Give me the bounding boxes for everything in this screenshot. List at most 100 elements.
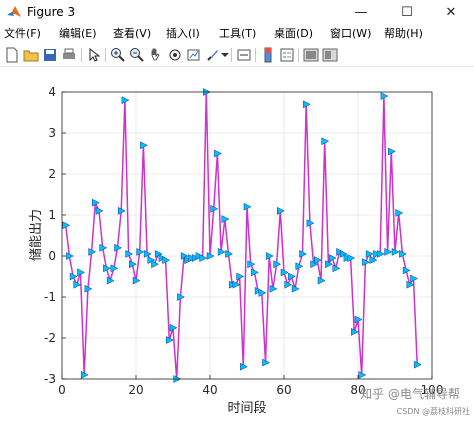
hide-plot-tools-icon[interactable] (302, 46, 320, 64)
menu-insert[interactable]: 插入(I) (166, 27, 200, 40)
data-point-marker (77, 268, 86, 277)
close-icon: ✕ (445, 4, 457, 20)
legend-icon[interactable] (278, 46, 296, 64)
data-point-marker (88, 247, 97, 256)
toolbar-separator (255, 48, 256, 62)
data-point-marker (380, 92, 389, 101)
data-point-marker (129, 260, 137, 269)
menu-view[interactable]: 查看(V) (113, 27, 152, 40)
arrow-select-icon[interactable] (85, 46, 103, 64)
data-point-marker (288, 272, 296, 281)
data-point-marker (136, 247, 145, 256)
data-point-marker (291, 284, 300, 293)
data-point-marker (347, 254, 356, 262)
save-icon[interactable] (41, 46, 59, 64)
open-file-icon[interactable] (22, 46, 40, 64)
close-button[interactable]: ✕ (428, 0, 474, 24)
data-point-marker (103, 264, 111, 273)
data-point-marker (299, 250, 308, 258)
data-point-marker (362, 258, 370, 267)
menu-tools[interactable]: 工具(T) (219, 27, 257, 40)
print-icon[interactable] (60, 46, 78, 64)
data-point-marker (391, 247, 400, 256)
title-bar: Figure 3 — ☐ ✕ (0, 0, 474, 24)
dropdown-arrow-icon[interactable] (220, 46, 230, 64)
menu-file[interactable]: 文件(F) (4, 27, 41, 40)
show-plot-tools-icon[interactable] (321, 46, 339, 64)
figure-canvas[interactable]: 0 20 40 60 80 100 -3 -2 -1 0 1 2 3 4 时间段 储能出力 知乎 @电气辅… (0, 67, 474, 419)
x-tick-label: 60 (276, 383, 291, 397)
x-tick-label: 100 (421, 383, 444, 397)
data-point-marker (162, 256, 171, 265)
y-tick-label: -1 (44, 290, 56, 304)
data-point-marker (295, 262, 304, 271)
x-tick-label: 20 (128, 383, 143, 397)
data-point-marker (92, 198, 100, 207)
toolbar-separator (81, 48, 82, 62)
brush-icon[interactable] (204, 46, 222, 64)
watermark-csdn: CSDN @荔枝科研社 (396, 407, 470, 416)
data-point-marker (240, 362, 248, 371)
maximize-button[interactable]: ☐ (384, 0, 430, 24)
zoom-out-icon[interactable] (128, 46, 146, 64)
data-point-marker (99, 243, 108, 252)
data-point-marker (217, 247, 226, 256)
data-point-marker (369, 256, 378, 265)
data-point-marker (177, 293, 185, 301)
data-point-marker (406, 280, 415, 289)
minimize-icon: — (354, 4, 368, 20)
data-point-marker (169, 323, 178, 332)
minimize-button[interactable]: — (338, 0, 384, 24)
colorbar-icon[interactable] (259, 46, 277, 64)
menu-window[interactable]: 窗口(W) (330, 27, 372, 40)
data-point-marker (402, 266, 411, 275)
tick-layer: 0 20 40 60 80 100 -3 -2 -1 0 1 2 3 4 (44, 85, 443, 397)
new-figure-icon[interactable] (3, 46, 21, 64)
data-point-marker (132, 276, 141, 285)
menu-help[interactable]: 帮助(H) (384, 27, 423, 40)
pan-hand-icon[interactable] (147, 46, 165, 64)
menu-bar: 文件(F) 编辑(E) 查看(V) 插入(I) 工具(T) 桌面(D) 窗口(W… (0, 24, 474, 44)
data-point-marker (106, 276, 115, 285)
menu-desktop[interactable]: 桌面(D) (274, 27, 314, 40)
data-point-marker (351, 327, 359, 336)
toolbar-separator (298, 48, 299, 62)
data-point-marker (358, 370, 367, 379)
x-axis-label: 时间段 (227, 401, 266, 416)
data-point-marker (117, 206, 126, 215)
menu-edit[interactable]: 编辑(E) (59, 27, 97, 40)
data-point-marker (413, 360, 422, 369)
data-cursor-icon[interactable] (185, 46, 203, 64)
data-point-marker (140, 141, 148, 150)
data-point-marker (151, 260, 160, 269)
data-point-marker (314, 256, 322, 265)
data-point-marker (225, 250, 234, 258)
y-tick-label: 4 (48, 85, 56, 99)
data-point-marker (84, 284, 93, 293)
data-point-marker (354, 315, 363, 324)
data-point-marker (384, 247, 393, 256)
y-tick-label: 0 (48, 249, 56, 263)
watermark-zhihu: 知乎 @电气辅导帮 (360, 387, 460, 401)
data-point-marker (247, 260, 256, 269)
data-point-marker (80, 370, 89, 379)
link-plot-icon[interactable] (235, 46, 253, 64)
data-point-marker (121, 96, 130, 105)
data-point-marker (236, 272, 245, 281)
maximize-icon: ☐ (401, 4, 413, 20)
data-point-marker (62, 221, 71, 230)
plot-svg[interactable]: 0 20 40 60 80 100 -3 -2 -1 0 1 2 3 4 时间段 储能出力 (0, 67, 474, 419)
data-point-marker (125, 250, 134, 258)
data-point-marker (399, 250, 407, 258)
rotate-3d-icon[interactable] (166, 46, 184, 64)
zoom-in-icon[interactable] (109, 46, 127, 64)
data-point-marker (243, 202, 252, 211)
data-point-marker (143, 250, 152, 258)
data-point-marker (251, 268, 259, 277)
window-title: Figure 3 (27, 5, 76, 19)
data-point-marker (221, 215, 230, 224)
data-point-marker (332, 264, 341, 273)
data-point-marker (114, 243, 123, 252)
data-point-marker (317, 276, 326, 285)
